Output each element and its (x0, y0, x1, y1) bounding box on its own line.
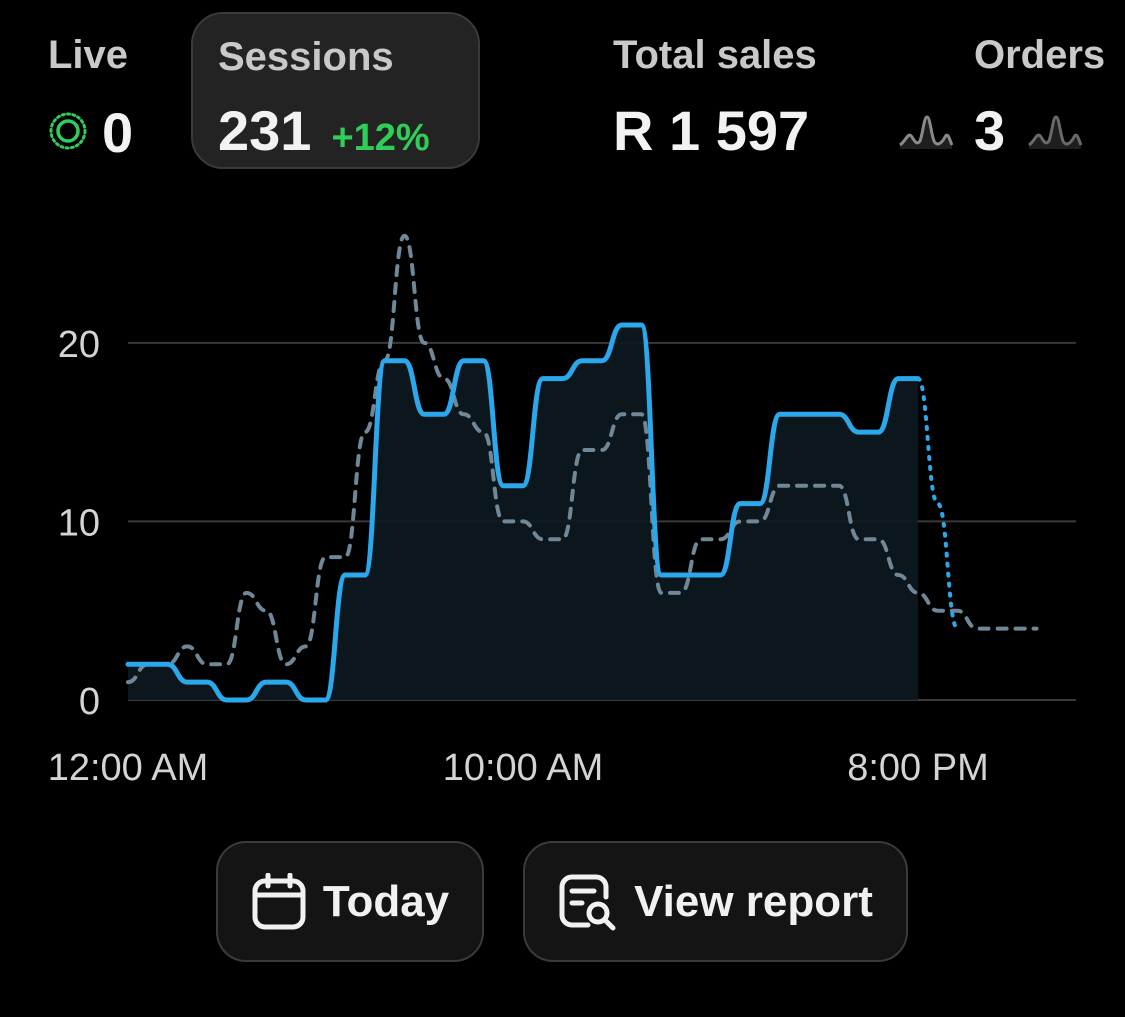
x-tick-label: 10:00 AM (443, 747, 604, 789)
metric-total-sales-value: R 1 597 (613, 99, 810, 162)
calendar-icon (251, 872, 307, 931)
metric-total-sales-label: Total sales (613, 33, 817, 77)
metric-live-value: 0 (102, 101, 134, 164)
current-series-line (125, 322, 921, 703)
x-tick-label: 8:00 PM (847, 747, 989, 789)
sessions-chart: 0 10 20 12:00 AM 10:00 AM 8:00 PM (48, 233, 1076, 789)
sparkline-icon (898, 111, 954, 151)
view-report-button[interactable]: View report (523, 841, 908, 962)
metrics-bar: Live 0 Sessions 231 +12% Total sales R 1… (0, 0, 1125, 190)
metric-orders-label: Orders (974, 33, 1106, 77)
previous-series-line (126, 233, 1039, 685)
metric-live-label: Live (48, 33, 129, 77)
y-tick-label: 20 (58, 324, 100, 366)
metric-total-sales[interactable]: Total sales R 1 597 (613, 35, 817, 159)
metric-sessions-value: 231 (218, 99, 312, 162)
view-report-button-label: View report (634, 876, 873, 926)
y-tick-label: 0 (79, 681, 100, 723)
metric-orders-value: 3 (974, 99, 1006, 162)
metric-live[interactable]: Live 0 (48, 35, 133, 161)
sparkline-icon (1027, 111, 1083, 151)
live-indicator-icon (48, 111, 88, 156)
metric-orders[interactable]: Orders 3 (899, 33, 1106, 162)
metric-sessions-delta: +12% (331, 117, 430, 159)
x-tick-label: 12:00 AM (48, 747, 209, 789)
report-search-icon (558, 873, 618, 931)
metric-sessions-label: Sessions (218, 35, 394, 79)
today-button-label: Today (322, 876, 450, 926)
current-projection-line (916, 376, 960, 631)
y-tick-label: 10 (58, 502, 100, 544)
current-series-area (128, 325, 918, 700)
metric-sessions[interactable]: Sessions 231 +12% (191, 12, 480, 169)
today-button[interactable]: Today (216, 841, 484, 962)
